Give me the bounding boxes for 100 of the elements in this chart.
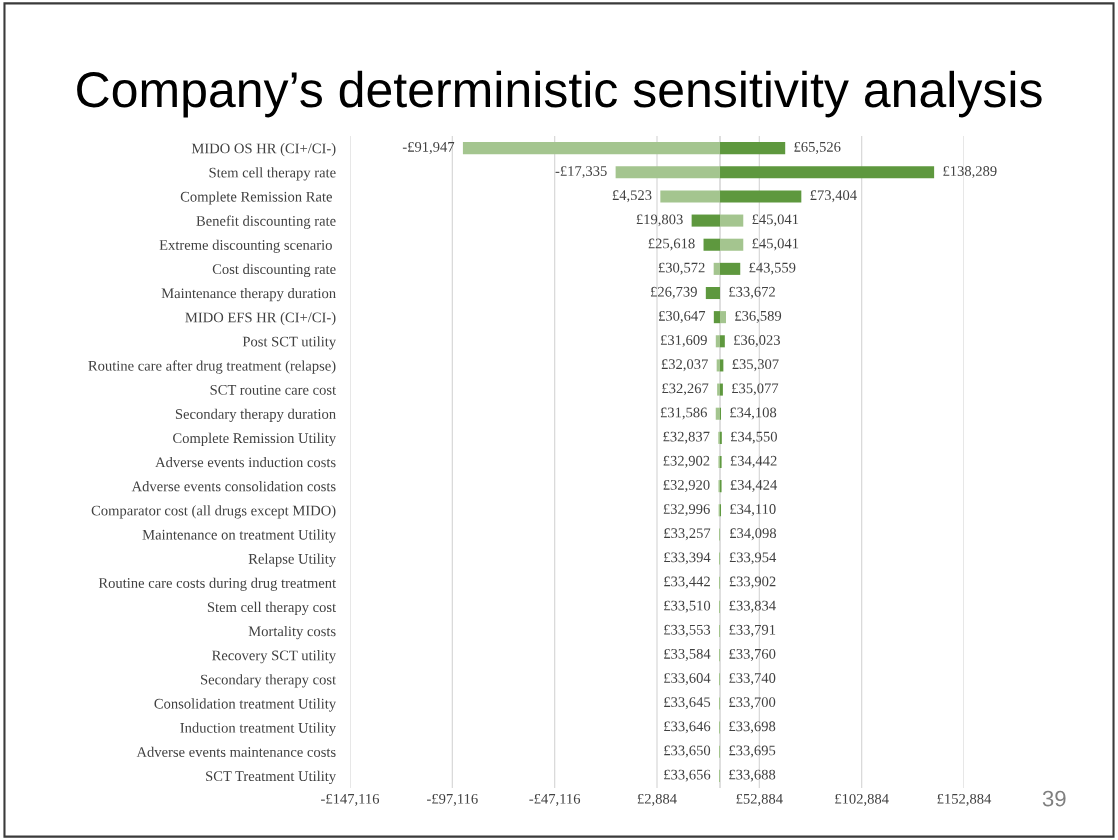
bar — [715, 407, 721, 420]
bar — [720, 311, 726, 324]
x-tick-label: £2,884 — [637, 793, 677, 806]
bar — [720, 238, 744, 251]
data-label: £34,424 — [730, 479, 778, 492]
y-tick-label: Maintenance on treatment Utility — [142, 529, 337, 543]
y-tick-label: Comparator cost (all drugs except MIDO) — [91, 505, 336, 519]
bar — [720, 335, 725, 348]
data-label: £33,510 — [664, 600, 711, 613]
y-tick-label: Adverse events consolidation costs — [131, 481, 336, 492]
data-label: £32,267 — [662, 383, 709, 396]
y-tick-label: Maintenance therapy duration — [161, 287, 336, 302]
y-tick-label: Stem cell therapy rate — [209, 167, 336, 181]
data-label: £34,442 — [730, 455, 777, 468]
data-label: £45,041 — [752, 214, 799, 227]
bar — [713, 311, 721, 324]
data-label: £4,523 — [612, 190, 652, 203]
data-label: £34,550 — [731, 431, 777, 444]
data-label: £45,041 — [752, 238, 799, 251]
bar — [720, 262, 741, 275]
data-label: £33,257 — [664, 528, 711, 541]
data-label: £32,037 — [661, 359, 708, 372]
x-tick-label: £152,884 — [937, 793, 992, 806]
bar — [720, 359, 724, 372]
y-tick-label: Complete Remission Rate — [180, 191, 332, 205]
data-label: £43,559 — [749, 262, 796, 275]
chart-title: Company’s deterministic sensitivity analysis — [77, 70, 1042, 118]
data-label: £73,404 — [810, 190, 857, 203]
bar — [716, 359, 721, 372]
data-label: £30,647 — [658, 310, 706, 323]
bar — [720, 190, 802, 203]
bar — [720, 142, 786, 155]
y-tick-label: Adverse events maintenance costs — [136, 746, 336, 757]
data-label: £32,902 — [663, 455, 710, 468]
y-tick-label: Complete Remission Utility — [173, 432, 337, 447]
data-label: -£91,947 — [402, 142, 455, 154]
y-tick-label: Routine care costs during drug treatment — [98, 577, 337, 591]
bar — [703, 238, 721, 251]
annotation: £33,834 — [729, 600, 776, 613]
y-tick-label: Mortality costs — [248, 625, 336, 640]
y-tick-label: Post SCT utility — [242, 336, 337, 350]
data-label: £36,589 — [735, 310, 782, 323]
data-label: £33,394 — [664, 552, 711, 565]
annotation: £33,688 — [729, 769, 776, 782]
bar — [691, 214, 721, 227]
bar — [715, 335, 721, 348]
data-label: £33,645 — [664, 697, 711, 710]
data-label: £32,996 — [663, 504, 710, 517]
bar — [720, 214, 744, 227]
bar — [462, 142, 721, 155]
y-tick-label: Benefit discounting rate — [196, 215, 336, 229]
data-label: £33,442 — [664, 576, 710, 589]
data-label: £35,077 — [732, 383, 779, 396]
data-label: £33,553 — [664, 624, 711, 637]
annotation: £33,672 — [729, 286, 775, 299]
y-tick-label: Adverse events induction costs — [155, 456, 336, 468]
annotation: £33,902 — [729, 576, 776, 589]
data-label: £31,586 — [660, 407, 707, 420]
data-label: £32,837 — [663, 431, 710, 444]
annotation: £33,760 — [729, 648, 776, 661]
y-tick-label: MIDO OS HR (CI+/CI-) — [191, 143, 336, 157]
data-label: £31,609 — [660, 335, 707, 348]
data-label: £26,739 — [650, 286, 697, 299]
bar — [615, 166, 721, 179]
y-tick-label: Stem cell therapy cost — [207, 601, 337, 616]
y-tick-label: SCT routine care cost — [210, 384, 337, 395]
data-label: £32,920 — [663, 479, 710, 492]
x-tick-label: -£47,116 — [529, 793, 581, 806]
x-tick-label: -£147,116 — [321, 793, 380, 806]
x-tick-label: £52,884 — [736, 793, 783, 806]
annotation: £34,098 — [730, 528, 777, 541]
data-label: £30,572 — [658, 262, 705, 275]
x-tick-label: -£97,116 — [427, 793, 478, 806]
data-label: £25,618 — [648, 238, 695, 251]
data-label: £138,289 — [943, 166, 997, 179]
data-label: £35,307 — [732, 359, 779, 372]
y-tick-label: Cost discounting rate — [212, 263, 336, 278]
text: 39 — [1042, 790, 1066, 807]
y-tick-label: Induction treatment Utility — [180, 722, 337, 736]
y-tick-label: Recovery SCT utility — [212, 650, 337, 664]
y-tick-label: SCT Treatment Utility — [206, 770, 337, 785]
y-tick-label: MIDO EFS HR (CI+/CI-) — [185, 312, 336, 326]
bar — [713, 262, 721, 275]
bar — [705, 286, 721, 300]
y-tick-label: Relapse Utility — [248, 553, 337, 567]
annotation: £33,698 — [729, 721, 776, 734]
data-label: £34,110 — [730, 504, 776, 517]
data-label: £33,584 — [664, 648, 711, 661]
bar — [660, 190, 721, 203]
y-tick-label: Extreme discounting scenario — [159, 239, 332, 253]
y-tick-label: Consolidation treatment Utility — [154, 698, 337, 712]
y-tick-label: Routine care after drug treatment (relapse) — [88, 360, 336, 374]
data-label: -£17,335 — [555, 166, 607, 179]
bar — [720, 166, 935, 179]
y-tick-label: Secondary therapy cost — [201, 674, 337, 688]
data-label: £33,656 — [664, 769, 711, 782]
data-label: £33,604 — [664, 673, 711, 686]
data-label: £33,650 — [664, 745, 711, 758]
annotation: £33,954 — [729, 552, 777, 565]
data-label: £36,023 — [734, 335, 780, 348]
